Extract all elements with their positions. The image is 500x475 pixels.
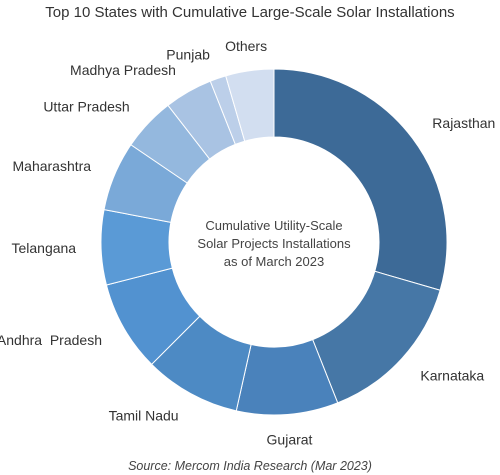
label-maharashtra: Maharashtra [13,158,92,174]
center-label-line-3: as of March 2023 [224,254,324,269]
label-punjab: Punjab [166,47,210,63]
center-label-line-1: Cumulative Utility-Scale [205,218,342,233]
label-others: Others [225,38,267,54]
label-rajasthan: Rajasthan [432,115,495,131]
slice-others [225,68,275,142]
label-tamil-nadu: Tamil Nadu [109,408,179,424]
label-madhya-pradesh: Madhya Pradesh [70,62,176,78]
slice-rajasthan [273,68,448,291]
label-telangana: Telangana [11,240,76,256]
donut-slices [100,68,448,416]
chart-title: Top 10 States with Cumulative Large-Scal… [45,4,454,21]
source-note: Source: Mercom India Research (Mar 2023) [128,459,372,473]
center-label-line-2: Solar Projects Installations [197,236,351,251]
label-gujarat: Gujarat [267,431,313,447]
label-karnataka: Karnataka [420,367,484,383]
label-uttar-pradesh: Uttar Pradesh [43,99,129,115]
slice-labels: Rajasthan Karnataka Gujarat Tamil Nadu Andhr… [0,38,495,447]
label-andhra-pradesh: Andhra Pradesh [0,332,102,348]
